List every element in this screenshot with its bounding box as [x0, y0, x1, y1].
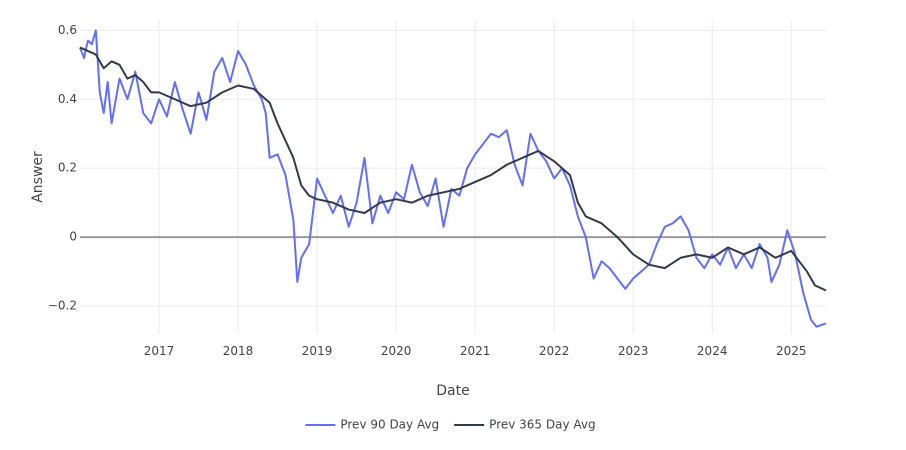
- x-tick-label: 2019: [302, 344, 333, 358]
- y-tick-label: 0.2: [58, 161, 77, 175]
- x-axis-title: Date: [436, 383, 469, 399]
- y-tick-label: −0.2: [48, 299, 77, 313]
- x-tick-label: 2024: [697, 344, 728, 358]
- x-tick-label: 2017: [144, 344, 175, 358]
- y-tick-label: 0: [69, 230, 77, 244]
- x-tick-label: 2023: [618, 344, 649, 358]
- y-tick-label: 0.4: [58, 92, 77, 106]
- legend-label: Prev 90 Day Avg: [340, 418, 439, 432]
- x-tick-label: 2022: [539, 344, 570, 358]
- y-tick-label: 0.6: [58, 23, 77, 37]
- x-tick-label: 2020: [381, 344, 412, 358]
- y-axis-title: Answer: [30, 151, 46, 203]
- x-tick-label: 2018: [223, 344, 254, 358]
- series-line: [79, 29, 827, 328]
- series-line: [79, 46, 827, 292]
- x-tick-label: 2021: [460, 344, 491, 358]
- legend-label: Prev 365 Day Avg: [489, 418, 595, 432]
- x-tick-label: 2025: [776, 344, 807, 358]
